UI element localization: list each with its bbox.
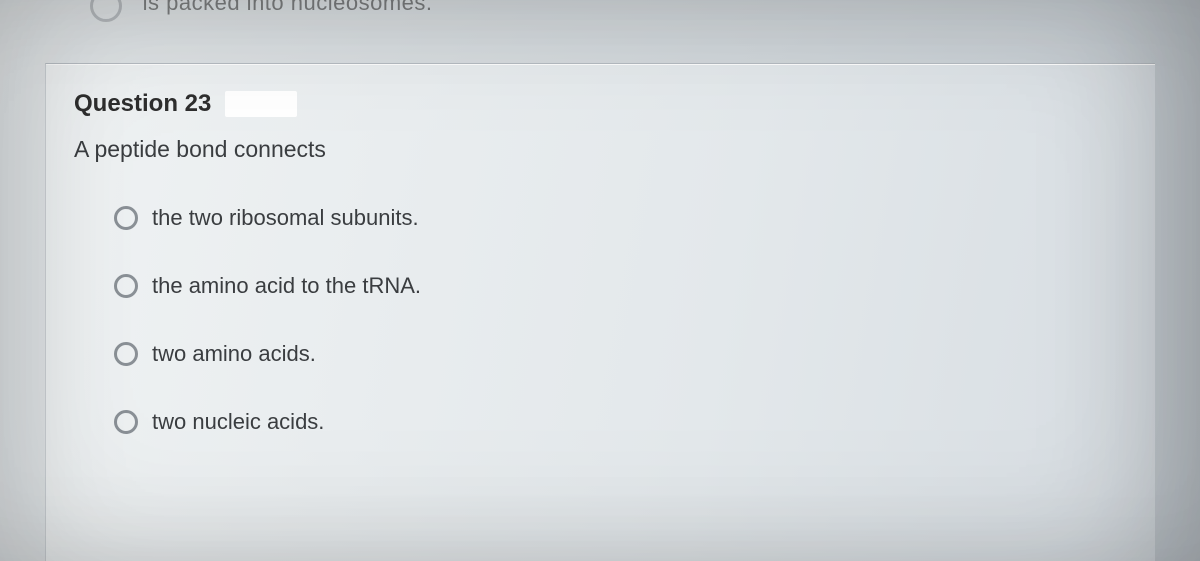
previous-option-text: is packed into nucleosomes. bbox=[143, 0, 433, 15]
option-label: two amino acids. bbox=[152, 341, 316, 367]
redacted-block bbox=[225, 91, 297, 117]
question-title: Question 23 bbox=[74, 90, 211, 118]
page-root: is packed into nucleosomes. Question 23 … bbox=[0, 0, 1200, 561]
option-row[interactable]: two nucleic acids. bbox=[114, 409, 1115, 435]
option-label: the two ribosomal subunits. bbox=[152, 205, 419, 231]
radio-icon[interactable] bbox=[114, 206, 138, 230]
options-list: the two ribosomal subunits. the amino ac… bbox=[74, 205, 1115, 435]
radio-icon[interactable] bbox=[114, 342, 138, 366]
previous-question-cutoff: is packed into nucleosomes. bbox=[90, 0, 433, 20]
option-label: two nucleic acids. bbox=[152, 409, 324, 435]
question-card: Question 23 A peptide bond connects the … bbox=[45, 63, 1155, 561]
question-prompt: A peptide bond connects bbox=[74, 136, 1115, 163]
radio-icon[interactable] bbox=[114, 410, 138, 434]
option-row[interactable]: two amino acids. bbox=[114, 341, 1115, 367]
radio-icon bbox=[90, 0, 122, 22]
question-header: Question 23 bbox=[74, 90, 1115, 118]
option-row[interactable]: the two ribosomal subunits. bbox=[114, 205, 1115, 231]
option-label: the amino acid to the tRNA. bbox=[152, 273, 421, 299]
radio-icon[interactable] bbox=[114, 274, 138, 298]
option-row[interactable]: the amino acid to the tRNA. bbox=[114, 273, 1115, 299]
